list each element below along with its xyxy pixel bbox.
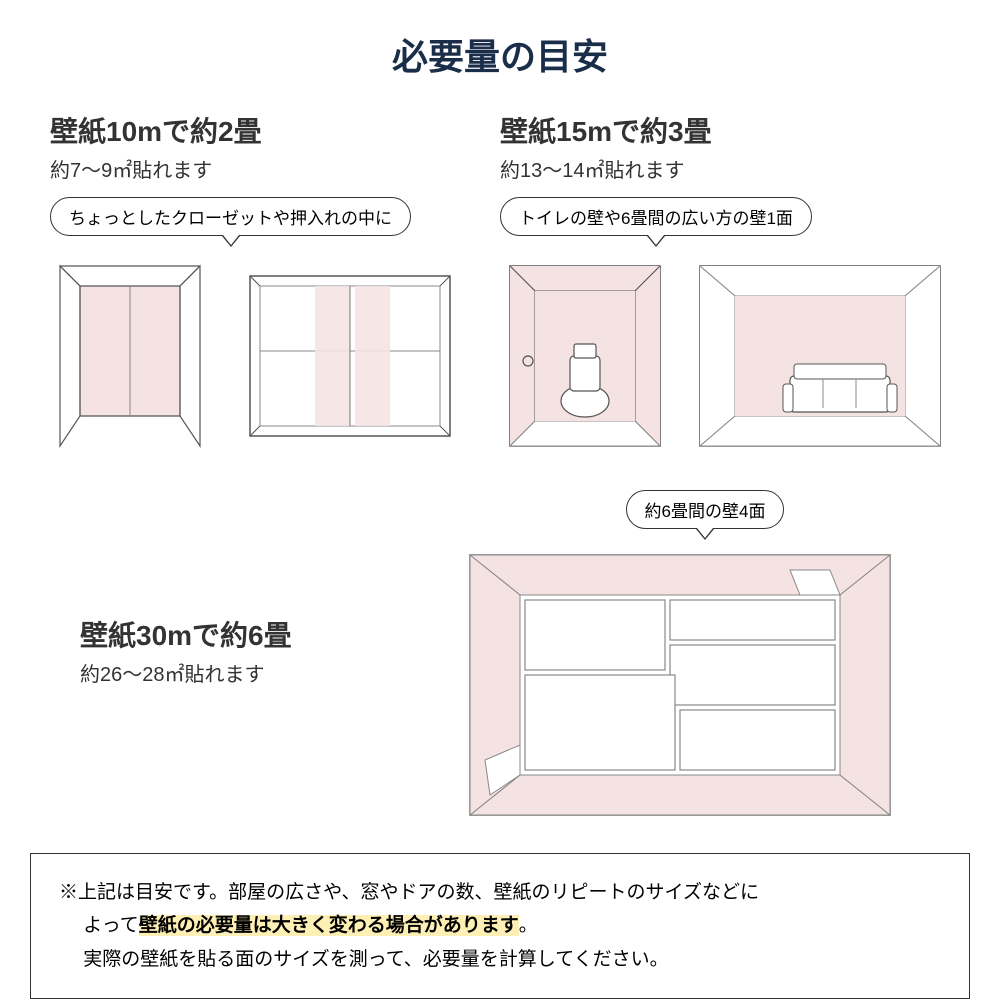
bubble-label: 約6畳間の壁4面 bbox=[626, 490, 785, 529]
sections-grid: 壁紙10mで約2畳 約7～9㎡貼れます ちょっとしたクローゼットや押入れの中に bbox=[0, 80, 1000, 456]
note-highlight: 壁紙の必要量は大きく変わる場合があります bbox=[139, 915, 519, 936]
note-text: 。 bbox=[519, 915, 538, 936]
room-wall-illustration bbox=[690, 256, 950, 456]
oshiire-illustration bbox=[230, 256, 470, 456]
section-10m: 壁紙10mで約2畳 約7～9㎡貼れます ちょっとしたクローゼットや押入れの中に bbox=[50, 110, 500, 456]
section-30m: 壁紙30mで約6畳 約26～28㎡貼れます 約6畳間の壁4面 bbox=[0, 456, 1000, 825]
bubble-label: ちょっとしたクローゼットや押入れの中に bbox=[50, 197, 411, 236]
section-text: 壁紙30mで約6畳 約26～28㎡貼れます bbox=[50, 614, 430, 687]
illustration-row bbox=[50, 256, 500, 456]
note-text: よって bbox=[59, 915, 139, 936]
bubble-label: トイレの壁や6畳間の広い方の壁1面 bbox=[500, 197, 812, 236]
note-text: ※上記は目安です。部屋の広さや、窓やドアの数、壁紙のリピートのサイズなどに bbox=[59, 882, 759, 903]
illustration-row bbox=[500, 256, 950, 456]
note-text: 実際の壁紙を貼る面のサイズを測って、必要量を計算してください。 bbox=[59, 949, 669, 970]
section-heading: 壁紙15mで約3畳 bbox=[500, 110, 950, 150]
page-title: 必要量の目安 bbox=[0, 0, 1000, 80]
toilet-illustration bbox=[500, 256, 670, 456]
section-subtext: 約13～14㎡貼れます bbox=[500, 154, 950, 183]
section-heading: 壁紙30mで約6畳 bbox=[80, 614, 430, 654]
section-illustration-col: 約6畳間の壁4面 bbox=[460, 476, 950, 825]
section-subtext: 約7～9㎡貼れます bbox=[50, 154, 500, 183]
section-subtext: 約26～28㎡貼れます bbox=[80, 658, 430, 687]
caution-note: ※上記は目安です。部屋の広さや、窓やドアの数、壁紙のリピートのサイズなどに よっ… bbox=[30, 853, 970, 999]
section-15m: 壁紙15mで約3畳 約13～14㎡貼れます トイレの壁や6畳間の広い方の壁1面 bbox=[500, 110, 950, 456]
floorplan-illustration bbox=[460, 545, 900, 825]
section-heading: 壁紙10mで約2畳 bbox=[50, 110, 500, 150]
closet-illustration bbox=[50, 256, 210, 456]
